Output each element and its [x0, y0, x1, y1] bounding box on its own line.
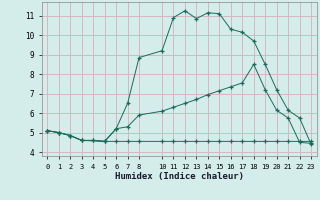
X-axis label: Humidex (Indice chaleur): Humidex (Indice chaleur)	[115, 172, 244, 181]
